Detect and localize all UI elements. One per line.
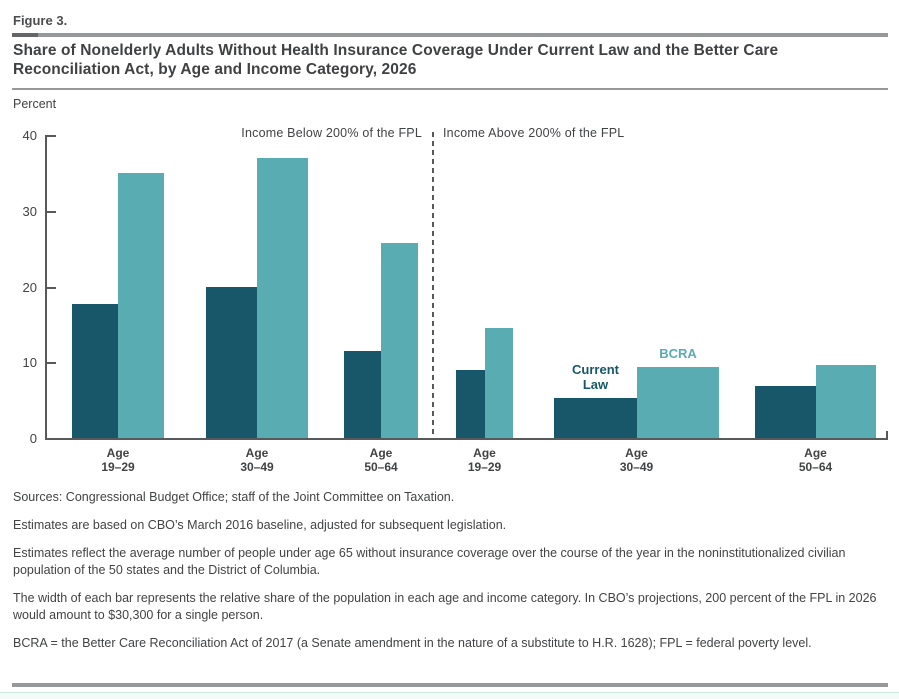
bar-current-law — [755, 386, 816, 438]
bar-width-note: The width of each bar represents the rel… — [13, 591, 877, 622]
bar-current-law — [344, 350, 381, 438]
y-tick — [47, 286, 56, 289]
bar-current-law — [554, 397, 637, 438]
header-rule-accent — [12, 33, 38, 37]
footer-strip — [0, 692, 899, 699]
bottom-rule — [12, 683, 888, 687]
y-tick — [47, 135, 56, 137]
bar-bcra — [485, 328, 513, 438]
bar-bcra — [118, 172, 164, 438]
x-axis-category-label: Age 19–29 — [467, 446, 502, 474]
header-rule — [12, 33, 888, 37]
y-tick-label: 30 — [22, 203, 37, 219]
figure-title: Share of Nonelderly Adults Without Healt… — [13, 42, 779, 78]
bar-current-law — [456, 369, 485, 438]
bar-bcra — [816, 365, 876, 438]
section-label-income-below-fpl: Income Below 200% of the FPL — [241, 126, 422, 140]
figure-notes: Sources: Congressional Budget Office; st… — [13, 489, 885, 663]
y-tick-label: 0 — [29, 431, 37, 446]
section-label-income-above-fpl: Income Above 200% of the FPL — [443, 126, 625, 140]
plot-area: Income Below 200% of the FPL Income Abov… — [0, 118, 899, 478]
y-axis-line — [45, 135, 47, 440]
y-tick-label: 10 — [22, 355, 37, 371]
source-note: Sources: Congressional Budget Office; st… — [13, 490, 455, 504]
income-divider-line — [432, 132, 434, 438]
bar-bcra — [637, 366, 719, 438]
bar-current-law — [206, 286, 257, 438]
x-axis-category-label: Age 30–49 — [240, 446, 274, 474]
x-axis-line — [45, 438, 888, 440]
figure-number-label: Figure 3. — [13, 13, 68, 28]
annotation-current-law: Current Law — [572, 361, 619, 392]
y-tick — [47, 210, 56, 213]
annotation-bcra: BCRA — [659, 345, 697, 361]
abbreviation-note: BCRA = the Better Care Reconciliation Ac… — [13, 636, 812, 650]
x-axis-category-label: Age 30–49 — [619, 446, 654, 474]
x-axis-category-label: Age 50–64 — [798, 446, 833, 474]
estimate-scope-note: Estimates reflect the average number of … — [13, 546, 846, 577]
x-axis-category-label: Age 19–29 — [101, 446, 135, 474]
title-rule — [12, 88, 888, 90]
bar-bcra — [257, 158, 308, 438]
y-tick — [47, 362, 56, 365]
y-tick-label: 20 — [22, 279, 37, 295]
bar-bcra — [381, 243, 418, 438]
x-axis-category-label: Age 50–64 — [364, 446, 398, 474]
x-axis-end-tick — [886, 431, 888, 438]
y-axis-unit-label: Percent — [13, 97, 57, 111]
y-tick-label: 40 — [22, 128, 37, 143]
bar-current-law — [72, 303, 118, 438]
baseline-note: Estimates are based on CBO’s March 2016 … — [13, 518, 507, 532]
